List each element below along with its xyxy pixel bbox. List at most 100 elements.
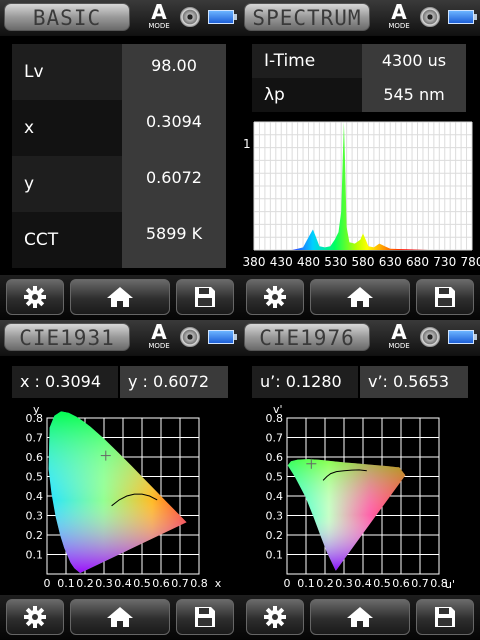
- home-button[interactable]: [310, 279, 410, 315]
- chroma-y-tick: 0.5: [26, 471, 44, 484]
- chroma-y-tick: 0.1: [266, 549, 284, 562]
- basic-table: Lv 98.00 x 0.3094 y 0.6072 CCT 5899 K: [12, 44, 226, 268]
- home-icon: [347, 287, 373, 307]
- chroma-y-tick: 0.2: [266, 529, 284, 542]
- chroma-x-tick: 0: [284, 577, 291, 590]
- shutter-icon[interactable]: [420, 7, 440, 27]
- chroma-y-tick: 0.6: [266, 451, 284, 464]
- home-button[interactable]: [310, 599, 410, 635]
- itime-label: I-Time: [252, 44, 362, 78]
- chroma-x-tick: 0: [44, 577, 51, 590]
- floppy-disk-icon: [435, 287, 455, 307]
- home-button[interactable]: [70, 279, 170, 315]
- floppy-disk-icon: [195, 287, 215, 307]
- itime-value: 4300 us: [362, 44, 466, 78]
- y-readout: y : 0.6072: [120, 366, 228, 398]
- bottom-bar: [0, 275, 240, 320]
- chroma-y-tick: 0.7: [266, 432, 284, 445]
- chroma-x-tick: 0.2: [316, 577, 334, 590]
- battery-icon: [448, 10, 477, 24]
- measurement-marker: [100, 450, 111, 461]
- chroma-y-tick: 0.5: [266, 471, 284, 484]
- gear-icon: [24, 606, 46, 628]
- cie1976-chart: 0 0.1 0.2 0.3 0.4 0.5 0.6 0.7 0.80.10.20.30.40.5…: [266, 403, 456, 591]
- title-bar: CIE1976 A MODE: [240, 320, 480, 356]
- chroma-y-tick: 0.8: [266, 412, 284, 425]
- save-button[interactable]: [416, 599, 474, 635]
- chroma-y-tick: 0.6: [26, 451, 44, 464]
- spectrum-table: I-Time 4300 us λp 545 nm: [252, 44, 466, 112]
- y-value: 0.6072: [122, 156, 226, 212]
- cie1976-panel: CIE1976 A MODE u’: 0.1280 v’: 0.5653: [240, 320, 480, 640]
- mode-label: MODE: [388, 22, 410, 30]
- u-readout: u’: 0.1280: [252, 366, 358, 398]
- u-axis-title: u': [445, 578, 455, 591]
- spectrum-x-tick: 430: [270, 255, 293, 269]
- cie1976-gamut-overlay: [287, 459, 406, 571]
- peak-wavelength-label: λp: [252, 78, 362, 112]
- chroma-x-tick: 0.1: [297, 577, 315, 590]
- spectrum-x-tick: 780: [461, 255, 480, 269]
- mode-button[interactable]: A MODE: [384, 322, 414, 354]
- spectrum-x-tick: 630: [379, 255, 402, 269]
- basic-panel: BASIC A MODE Lv 98.00 x 0.3094 y 0.6072 …: [0, 0, 240, 320]
- mode-button[interactable]: A MODE: [384, 2, 414, 34]
- chroma-x-tick: 0.7: [171, 577, 189, 590]
- y-axis-max-label: 1: [243, 137, 251, 151]
- gear-icon: [264, 286, 286, 308]
- chroma-x-tick: 0.5: [133, 577, 151, 590]
- chroma-y-tick: 0.3: [266, 510, 284, 523]
- mode-button[interactable]: A MODE: [144, 322, 174, 354]
- bottom-bar: [240, 595, 480, 640]
- spectrum-x-tick: 380: [243, 255, 266, 269]
- mode-letter: A: [391, 320, 407, 344]
- chroma-y-tick: 0.7: [26, 432, 44, 445]
- gear-icon: [264, 606, 286, 628]
- settings-button[interactable]: [6, 279, 64, 315]
- shutter-icon[interactable]: [180, 7, 200, 27]
- mode-button[interactable]: A MODE: [144, 2, 174, 34]
- chroma-x-tick: 0.5: [373, 577, 391, 590]
- mode-label: MODE: [388, 342, 410, 350]
- battery-icon: [208, 10, 237, 24]
- bottom-bar: [0, 595, 240, 640]
- bottom-bar: [240, 275, 480, 320]
- peak-wavelength-value: 545 nm: [362, 78, 466, 112]
- home-button[interactable]: [70, 599, 170, 635]
- save-button[interactable]: [176, 599, 234, 635]
- settings-button[interactable]: [246, 599, 304, 635]
- cie1931-chart: 0 0.1 0.2 0.3 0.4 0.5 0.6 0.7 0.8 x0.10.20.30.40.…: [26, 403, 222, 590]
- shutter-icon[interactable]: [180, 327, 200, 347]
- battery-icon: [448, 330, 477, 344]
- spectrum-x-tick: 480: [297, 255, 320, 269]
- save-button[interactable]: [416, 279, 474, 315]
- cie1976-title[interactable]: CIE1976: [244, 323, 370, 351]
- cct-label: CCT: [12, 212, 122, 268]
- lv-label: Lv: [12, 44, 122, 100]
- measurement-marker: [306, 458, 317, 469]
- title-bar: CIE1931 A MODE: [0, 320, 240, 356]
- settings-button[interactable]: [6, 599, 64, 635]
- chroma-x-tick: 0.1: [57, 577, 75, 590]
- save-button[interactable]: [176, 279, 234, 315]
- cie1931-title[interactable]: CIE1931: [4, 323, 130, 351]
- battery-icon: [208, 330, 237, 344]
- chroma-x-tick: 0.3: [95, 577, 113, 590]
- x-label: x: [12, 100, 122, 156]
- chroma-x-tick: 0.7: [411, 577, 429, 590]
- shutter-icon[interactable]: [420, 327, 440, 347]
- basic-title[interactable]: BASIC: [4, 3, 130, 31]
- y-label: y: [12, 156, 122, 212]
- chroma-x-tick: 0.6: [392, 577, 410, 590]
- chroma-x-tick: 0.4: [114, 577, 132, 590]
- settings-button[interactable]: [246, 279, 304, 315]
- lv-value: 98.00: [122, 44, 226, 100]
- title-bar: BASIC A MODE: [0, 0, 240, 36]
- y-axis-title: y: [33, 403, 40, 416]
- cie1931-gamut-overlay: [48, 411, 187, 573]
- spectrum-title[interactable]: SPECTRUM: [244, 3, 370, 31]
- chroma-x-tick: 0.2: [76, 577, 94, 590]
- floppy-disk-icon: [195, 607, 215, 627]
- spectrum-x-tick: 530: [324, 255, 347, 269]
- x-readout: x : 0.3094: [12, 366, 118, 398]
